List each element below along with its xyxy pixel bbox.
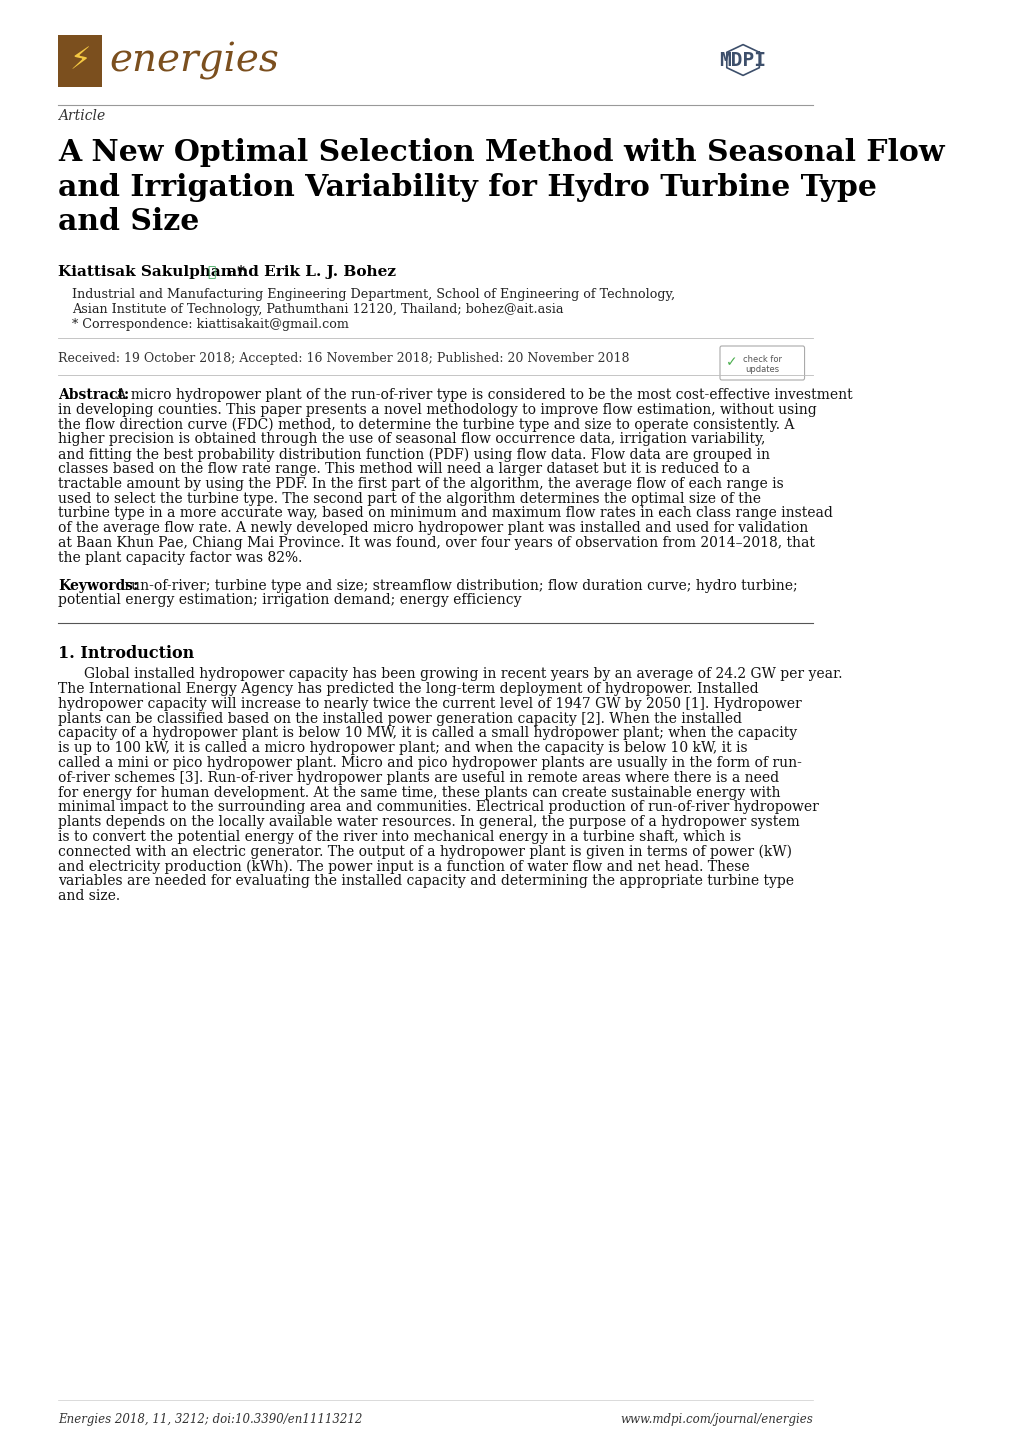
Text: potential energy estimation; irrigation demand; energy efficiency: potential energy estimation; irrigation … [58,594,521,607]
Text: * Correspondence: kiattisakait@gmail.com: * Correspondence: kiattisakait@gmail.com [71,319,348,332]
Text: www.mdpi.com/journal/energies: www.mdpi.com/journal/energies [620,1413,812,1426]
Text: hydropower capacity will increase to nearly twice the current level of 1947 GW b: hydropower capacity will increase to nea… [58,696,801,711]
Text: ✓: ✓ [726,355,737,369]
Text: Global installed hydropower capacity has been growing in recent years by an aver: Global installed hydropower capacity has… [84,668,842,681]
Text: Asian Institute of Technology, Pathumthani 12120, Thailand; bohez@ait.asia: Asian Institute of Technology, Pathumtha… [71,303,562,316]
Text: plants can be classified based on the installed power generation capacity [2]. W: plants can be classified based on the in… [58,711,742,725]
Text: plants depends on the locally available water resources. In general, the purpose: plants depends on the locally available … [58,815,799,829]
Text: of-river schemes [3]. Run-of-river hydropower plants are useful in remote areas : of-river schemes [3]. Run-of-river hydro… [58,771,779,784]
FancyBboxPatch shape [719,346,804,381]
Text: and size.: and size. [58,890,120,903]
Text: minimal impact to the surrounding area and communities. Electrical production of: minimal impact to the surrounding area a… [58,800,818,815]
Text: Industrial and Manufacturing Engineering Department, School of Engineering of Te: Industrial and Manufacturing Engineering… [71,288,675,301]
Text: the plant capacity factor was 82%.: the plant capacity factor was 82%. [58,551,303,565]
Text: 1. Introduction: 1. Introduction [58,645,195,662]
Text: in developing counties. This paper presents a novel methodology to improve flow : in developing counties. This paper prese… [58,402,816,417]
Text: tractable amount by using the PDF. In the first part of the algorithm, the avera: tractable amount by using the PDF. In th… [58,477,783,490]
Text: and fitting the best probability distribution function (PDF) using flow data. Fl: and fitting the best probability distrib… [58,447,769,461]
Text: turbine type in a more accurate way, based on minimum and maximum flow rates in : turbine type in a more accurate way, bas… [58,506,833,521]
FancyBboxPatch shape [58,35,102,87]
Text: variables are needed for evaluating the installed capacity and determining the a: variables are needed for evaluating the … [58,874,794,888]
Text: is up to 100 kW, it is called a micro hydropower plant; and when the capacity is: is up to 100 kW, it is called a micro hy… [58,741,747,756]
Text: used to select the turbine type. The second part of the algorithm determines the: used to select the turbine type. The sec… [58,492,760,506]
Text: The International Energy Agency has predicted the long-term deployment of hydrop: The International Energy Agency has pred… [58,682,758,696]
Text: capacity of a hydropower plant is below 10 MW, it is called a small hydropower p: capacity of a hydropower plant is below … [58,727,797,740]
Text: for energy for human development. At the same time, these plants can create sust: for energy for human development. At the… [58,786,780,800]
Text: at Baan Khun Pae, Chiang Mai Province. It was found, over four years of observat: at Baan Khun Pae, Chiang Mai Province. I… [58,536,814,549]
Text: is to convert the potential energy of the river into mechanical energy in a turb: is to convert the potential energy of th… [58,831,741,844]
Text: the flow direction curve (FDC) method, to determine the turbine type and size to: the flow direction curve (FDC) method, t… [58,418,794,433]
Text: Abstract:: Abstract: [58,388,129,402]
Text: Article: Article [58,110,105,123]
Text: MDPI: MDPI [718,50,766,69]
Text: and Erik L. J. Bohez: and Erik L. J. Bohez [222,265,395,278]
Text: ⚡: ⚡ [69,46,91,75]
Text: A New Optimal Selection Method with Seasonal Flow
and Irrigation Variability for: A New Optimal Selection Method with Seas… [58,138,944,236]
Text: Received: 19 October 2018; Accepted: 16 November 2018; Published: 20 November 20: Received: 19 October 2018; Accepted: 16 … [58,352,629,365]
Text: called a mini or pico hydropower plant. Micro and pico hydropower plants are usu: called a mini or pico hydropower plant. … [58,756,801,770]
Text: Keywords:: Keywords: [58,578,139,593]
Text: Kiattisak Sakulphan *: Kiattisak Sakulphan * [58,265,245,278]
Text: check for: check for [742,355,781,363]
Text: and electricity production (kWh). The power input is a function of water flow an: and electricity production (kWh). The po… [58,859,749,874]
Text: higher precision is obtained through the use of seasonal flow occurrence data, i: higher precision is obtained through the… [58,433,764,447]
Text: energies: energies [109,42,279,79]
Text: connected with an electric generator. The output of a hydropower plant is given : connected with an electric generator. Th… [58,845,792,859]
Text: Ⓞ: Ⓞ [207,265,216,278]
Text: A micro hydropower plant of the run-of-river type is considered to be the most c: A micro hydropower plant of the run-of-r… [112,388,852,402]
Text: run-of-river; turbine type and size; streamflow distribution; flow duration curv: run-of-river; turbine type and size; str… [119,578,797,593]
Text: classes based on the flow rate range. This method will need a larger dataset but: classes based on the flow rate range. Th… [58,461,750,476]
Text: Energies 2018, 11, 3212; doi:10.3390/en11113212: Energies 2018, 11, 3212; doi:10.3390/en1… [58,1413,362,1426]
Text: of the average flow rate. A newly developed micro hydropower plant was installed: of the average flow rate. A newly develo… [58,521,807,535]
Text: updates: updates [745,365,779,373]
